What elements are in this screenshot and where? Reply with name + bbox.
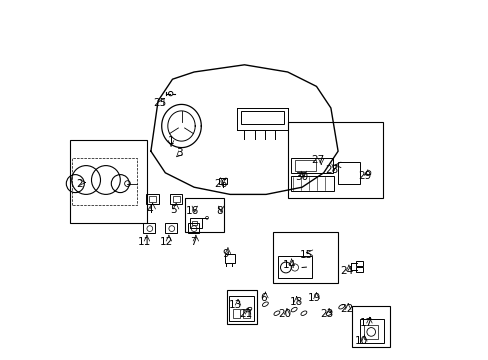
Bar	[227, 290, 257, 324]
Text: 7: 7	[190, 237, 196, 247]
Bar	[291, 158, 332, 173]
Bar	[143, 223, 155, 233]
Text: 14: 14	[282, 260, 295, 270]
Text: 30: 30	[294, 172, 307, 182]
Bar	[149, 196, 156, 202]
Text: 13: 13	[228, 300, 242, 310]
Bar	[355, 267, 363, 272]
Text: 11: 11	[138, 237, 151, 247]
Text: 28: 28	[325, 165, 338, 175]
Bar	[172, 196, 179, 202]
Bar	[190, 218, 201, 228]
Text: 5: 5	[170, 204, 177, 215]
Text: 25: 25	[153, 98, 166, 108]
Bar	[337, 162, 359, 184]
Text: 23: 23	[319, 309, 332, 319]
Text: 20: 20	[278, 309, 291, 319]
Bar	[273, 232, 337, 283]
Bar	[169, 194, 182, 204]
Bar	[360, 319, 383, 343]
Text: 3: 3	[175, 148, 182, 158]
Text: 9: 9	[222, 249, 228, 259]
Bar	[355, 261, 363, 266]
Text: 22: 22	[339, 304, 352, 314]
Bar	[185, 198, 224, 232]
Text: 26: 26	[214, 179, 227, 189]
Bar	[165, 223, 177, 233]
Bar	[187, 223, 199, 233]
Text: 1: 1	[167, 136, 174, 147]
Text: 27: 27	[311, 155, 324, 165]
Bar	[287, 122, 382, 198]
Bar	[232, 309, 239, 318]
Bar	[192, 221, 196, 225]
Text: 16: 16	[185, 206, 199, 216]
Bar	[224, 254, 234, 263]
Text: 15: 15	[300, 250, 313, 260]
Bar	[241, 111, 284, 124]
Text: 21: 21	[239, 309, 252, 319]
Bar	[146, 194, 159, 204]
Text: 4: 4	[146, 204, 153, 215]
Text: 8: 8	[216, 206, 222, 216]
Text: 2: 2	[77, 179, 83, 189]
Bar	[218, 178, 226, 184]
Bar	[277, 256, 311, 278]
Bar	[229, 296, 253, 321]
Text: 17: 17	[360, 318, 373, 328]
Text: 6: 6	[260, 293, 266, 303]
Bar	[291, 176, 334, 191]
Bar	[242, 309, 249, 318]
Text: 19: 19	[307, 293, 320, 303]
Text: 24: 24	[339, 266, 352, 276]
Bar	[294, 160, 316, 171]
Text: 29: 29	[357, 171, 370, 181]
Text: 18: 18	[289, 297, 303, 307]
Text: 10: 10	[355, 336, 367, 346]
Bar	[70, 140, 147, 223]
Bar	[363, 325, 378, 339]
Text: 12: 12	[160, 237, 173, 247]
Bar	[351, 306, 389, 347]
